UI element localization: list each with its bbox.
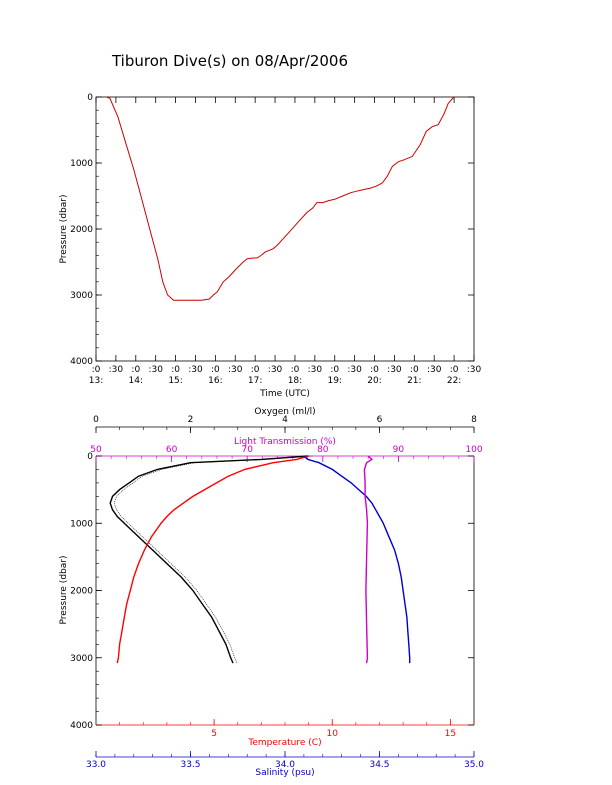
top-x-tick-label: :30	[109, 365, 124, 375]
temperature-profile-line	[116, 455, 309, 664]
top-x-label: Time (UTC)	[259, 389, 310, 399]
oxygen-upcast-line	[113, 455, 313, 664]
transmission-tick-label: 100	[465, 445, 482, 455]
salinity-tick-label: 33.0	[86, 760, 106, 770]
top-y-tick-label: 3000	[70, 291, 93, 301]
bot-y-tick-label: 2000	[70, 587, 93, 597]
salinity-axis-label: Salinity (psu)	[255, 768, 314, 778]
salinity-axis: 33.0 33.5 34.0 34.5 35.0	[86, 751, 484, 770]
salinity-tick-label: 33.5	[180, 760, 200, 770]
top-y-tick-label: 4000	[70, 357, 93, 367]
top-x-hour-label: 19:	[327, 376, 341, 386]
temperature-tick-label: 10	[327, 729, 339, 739]
top-x-tick-label: :30	[347, 365, 362, 375]
top-y-axis: 0 1000 2000 3000 4000	[70, 93, 474, 367]
oxygen-profile-line	[109, 455, 309, 664]
bot-y-axis: 0 1000 2000 3000 4000	[70, 452, 474, 731]
top-x-hour-label: 17:	[248, 376, 262, 386]
transmission-axis-label: Light Transmission (%)	[234, 437, 336, 447]
temperature-tick-label: 15	[445, 729, 456, 739]
top-x-tick-label: :30	[308, 365, 323, 375]
oxygen-axis: 0 2 4 6 8	[93, 415, 477, 433]
transmission-tick-label: 70	[241, 445, 253, 455]
transmission-tick-label: 90	[393, 445, 405, 455]
top-y-label: Pressure (dbar)	[59, 195, 69, 264]
bot-y-tick-label: 1000	[70, 519, 93, 529]
temperature-tick-label: 5	[211, 729, 217, 739]
top-x-hour-label: 16:	[208, 376, 222, 386]
top-plot-frame	[95, 96, 475, 362]
salinity-profile-line	[303, 455, 411, 664]
top-y-tick-label: 1000	[70, 159, 93, 169]
top-x-tick-label: :0	[92, 365, 101, 375]
oxygen-axis-label: Oxygen (ml/l)	[254, 407, 315, 417]
transmission-tick-label: 80	[317, 445, 329, 455]
top-x-hour-label: 13:	[89, 376, 103, 386]
top-x-tick-label: :30	[268, 365, 283, 375]
top-x-hour-label: 14:	[129, 376, 143, 386]
bot-y-tick-label: 3000	[70, 654, 93, 664]
top-x-hour-label: 22:	[447, 376, 461, 386]
top-x-hour-label: 18:	[288, 376, 302, 386]
chart-title: Tiburon Dive(s) on 08/Apr/2006	[111, 52, 348, 70]
top-x-tick-label: :30	[148, 365, 163, 375]
top-x-tick-label: :0	[131, 365, 140, 375]
salinity-tick-label: 34.0	[275, 760, 295, 770]
profile-series	[109, 455, 411, 664]
top-x-tick-label: :0	[291, 365, 300, 375]
top-x-tick-label: :0	[410, 365, 419, 375]
oxygen-tick-label: 0	[93, 415, 99, 425]
top-x-tick-label: :0	[370, 365, 379, 375]
top-x-tick-label: :30	[387, 365, 402, 375]
temperature-axis-label: Temperature (C)	[247, 738, 321, 748]
top-x-hour-label: 15:	[168, 376, 182, 386]
top-x-tick-label: :30	[188, 365, 203, 375]
oxygen-tick-label: 2	[188, 415, 194, 425]
salinity-tick-label: 34.5	[369, 760, 389, 770]
top-x-tick-label: :30	[427, 365, 442, 375]
bot-y-label: Pressure (dbar)	[59, 556, 69, 625]
dive-pressure-line	[106, 96, 455, 301]
top-x-tick-label: :0	[211, 365, 220, 375]
top-x-tick-label: :0	[450, 365, 459, 375]
top-y-tick-label: 2000	[70, 225, 93, 235]
top-x-tick-label: :0	[171, 365, 180, 375]
profile-chart: 0 1000 2000 3000 4000 0 2 4 6 8 50 60 70 80 90 100 5 1…	[59, 407, 484, 778]
oxygen-tick-label: 4	[282, 415, 288, 425]
top-x-tick-label: :0	[330, 365, 339, 375]
bot-y-tick-label: 4000	[70, 721, 93, 731]
top-x-tick-label: :0	[251, 365, 260, 375]
bot-y-tick-label: 0	[87, 452, 93, 462]
top-x-tick-label: :30	[467, 365, 482, 375]
temperature-axis: 5 10 15	[95, 719, 475, 739]
salinity-tick-label: 35.0	[464, 760, 484, 770]
top-x-axis: :0 :30 :0 :30 :0 :30 :0 :30 :0 :30 :0 :30 :0 :30 :0 :30…	[89, 97, 482, 386]
transmission-axis: 50 60 70 80 90 100	[90, 445, 483, 462]
transmission-tick-label: 50	[90, 445, 102, 455]
top-x-hour-label: 20:	[367, 376, 381, 386]
transmission-tick-label: 60	[166, 445, 178, 455]
light-transmission-profile-line	[363, 455, 374, 664]
top-x-hour-label: 21:	[407, 376, 421, 386]
top-y-tick-label: 0	[87, 93, 93, 103]
oxygen-tick-label: 6	[377, 415, 383, 425]
oxygen-tick-label: 8	[471, 415, 477, 425]
top-x-tick-label: :30	[228, 365, 243, 375]
